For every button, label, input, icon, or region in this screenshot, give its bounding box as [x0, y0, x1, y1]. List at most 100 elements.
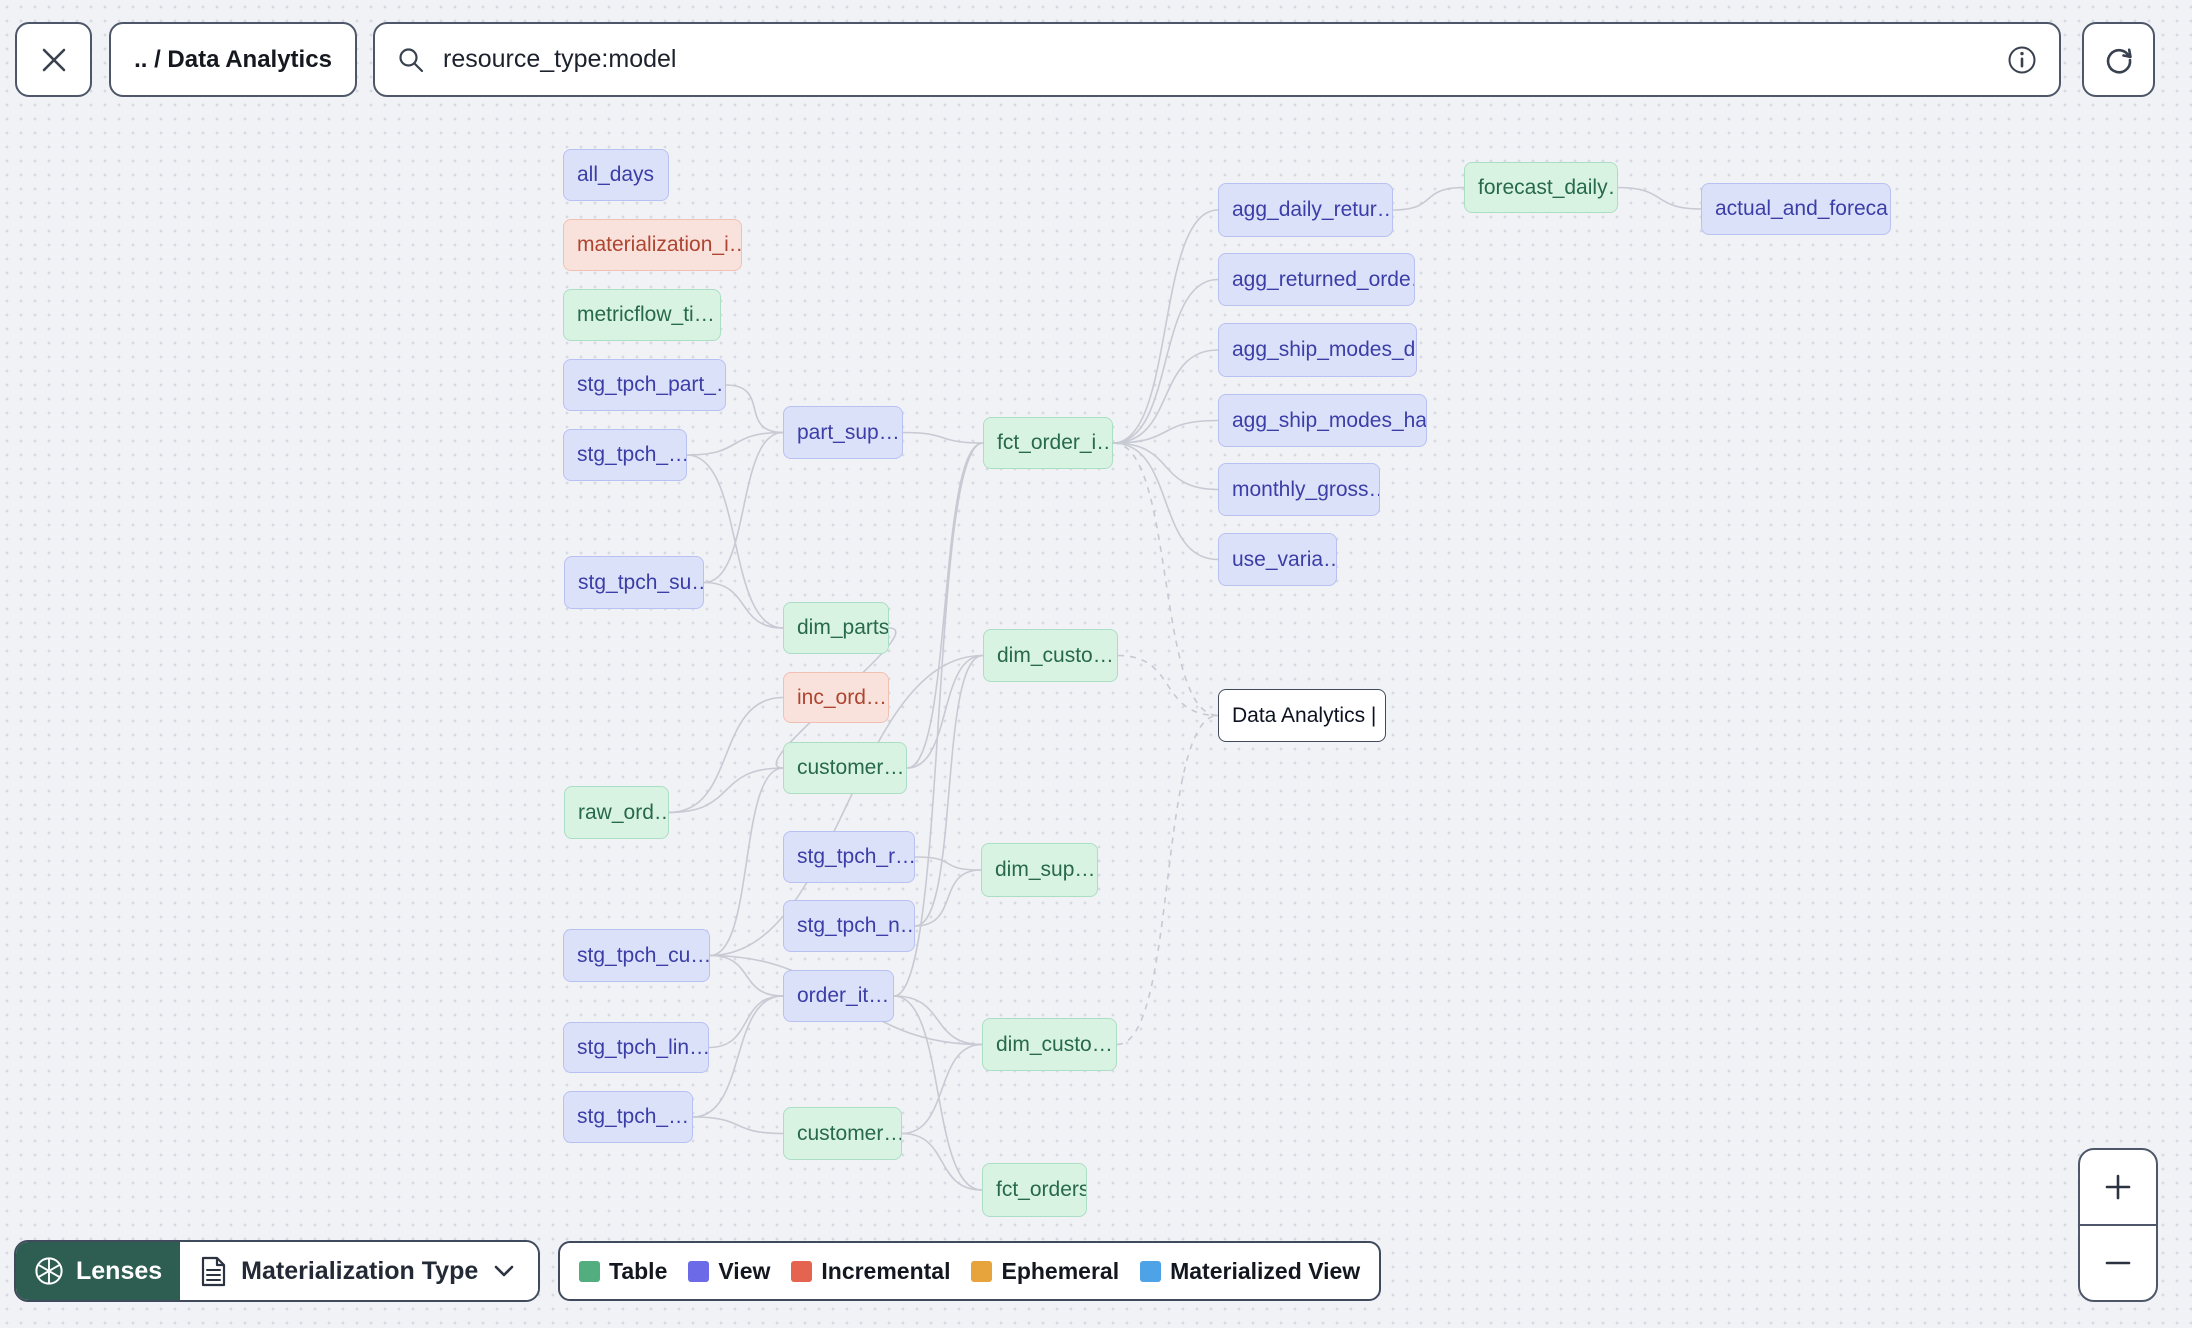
search-bar[interactable]: [373, 22, 2061, 97]
search-icon: [397, 46, 425, 74]
chevron-down-icon: [492, 1263, 516, 1279]
lineage-edge: [668, 696, 784, 814]
graph-node-agg_ship_modes_ha[interactable]: agg_ship_modes_ha…: [1218, 394, 1427, 447]
graph-node-data_analytics[interactable]: Data Analytics | …: [1218, 689, 1386, 742]
graph-node-monthly_gross[interactable]: monthly_gross…: [1218, 463, 1380, 516]
lineage-edge: [709, 767, 784, 957]
zoom-in-button[interactable]: [2080, 1150, 2156, 1224]
graph-node-actual_and_foreca[interactable]: actual_and_foreca…: [1701, 183, 1891, 235]
lineage-edge: [703, 431, 784, 584]
lineage-edge: [914, 654, 984, 927]
materialization-legend: Table View Incremental Ephemeral Materialize…: [558, 1241, 1382, 1301]
lineage-edge: [906, 442, 984, 769]
lineage-edge: [893, 442, 984, 997]
lenses-aperture-icon: [34, 1256, 64, 1286]
lineage-edge: [1112, 349, 1219, 444]
lineage-edge: [914, 869, 982, 927]
lineage-edge: [906, 654, 984, 769]
legend-item: View: [688, 1258, 770, 1285]
legend-swatch-icon: [971, 1260, 993, 1282]
graph-node-agg_returned_orde[interactable]: agg_returned_orde…: [1218, 253, 1415, 306]
graph-node-materialization_i[interactable]: materialization_i…: [563, 219, 742, 271]
graph-node-stg_tpch_r[interactable]: stg_tpch_r…: [783, 831, 915, 883]
lineage-edge: [1617, 186, 1702, 210]
graph-node-dim_parts[interactable]: dim_parts: [783, 602, 889, 654]
graph-node-stg_tpch_su[interactable]: stg_tpch_su…: [564, 556, 704, 609]
graph-node-dim_custo_a[interactable]: dim_custo…: [983, 629, 1118, 682]
legend-swatch-icon: [688, 1260, 710, 1282]
legend-swatch-icon: [579, 1260, 600, 1282]
lineage-edge: [1112, 442, 1219, 491]
lenses-button-label: Lenses: [76, 1256, 163, 1285]
legend-label: Ephemeral: [1001, 1257, 1120, 1284]
legend-item: Incremental: [791, 1258, 950, 1285]
graph-node-order_it[interactable]: order_it…: [783, 970, 894, 1022]
lineage-edge: [1117, 654, 1219, 717]
lineage-edge: [901, 1132, 983, 1191]
lineage-edge: [1116, 714, 1219, 1046]
legend-label: Table: [609, 1257, 668, 1284]
graph-node-stg_tpch_lin[interactable]: stg_tpch_lin…: [563, 1022, 709, 1073]
zoom-out-button[interactable]: [2080, 1224, 2156, 1300]
lineage-edge: [692, 1116, 784, 1135]
graph-node-customer_b[interactable]: customer…: [783, 1107, 902, 1160]
lens-selector[interactable]: Materialization Type: [180, 1242, 539, 1300]
graph-node-agg_daily_retur[interactable]: agg_daily_retur…: [1218, 183, 1393, 237]
legend-item: Materialized View: [1140, 1258, 1360, 1285]
lineage-edge: [1112, 419, 1219, 444]
graph-node-fct_orders[interactable]: fct_orders: [982, 1163, 1087, 1217]
graph-node-agg_ship_modes_d[interactable]: agg_ship_modes_d…: [1218, 323, 1417, 377]
close-icon: [39, 45, 69, 75]
zoom-controls: [2078, 1148, 2158, 1302]
graph-node-all_days[interactable]: all_days: [563, 149, 669, 201]
lenses-button[interactable]: Lenses: [16, 1242, 181, 1300]
graph-node-part_sup[interactable]: part_sup…: [783, 406, 903, 459]
info-icon[interactable]: [2007, 45, 2037, 75]
graph-node-dim_sup[interactable]: dim_sup…: [981, 843, 1098, 897]
lineage-edge: [703, 581, 784, 629]
legend-swatch-icon: [791, 1260, 813, 1282]
graph-node-dim_custo_b[interactable]: dim_custo…: [982, 1018, 1117, 1071]
lineage-edge: [1112, 442, 1219, 717]
refresh-button[interactable]: [2082, 22, 2155, 97]
lineage-edge: [1112, 209, 1219, 444]
breadcrumb[interactable]: .. / Data Analytics: [109, 22, 357, 97]
refresh-icon: [2102, 43, 2136, 77]
graph-node-metricflow_ti[interactable]: metricflow_ti…: [563, 289, 721, 341]
lineage-edge: [893, 995, 983, 1046]
lineage-edge: [1112, 442, 1219, 561]
lens-selector-label: Materialization Type: [241, 1256, 479, 1285]
legend-label: Materialized View: [1170, 1257, 1361, 1284]
legend-label: Incremental: [821, 1257, 951, 1284]
legend-label: View: [718, 1257, 771, 1284]
graph-node-stg_tpch_part[interactable]: stg_tpch_part_…: [563, 359, 726, 411]
lineage-edge: [902, 431, 984, 444]
graph-node-stg_tpch_b[interactable]: stg_tpch_…: [563, 1091, 693, 1143]
graph-node-raw_ord[interactable]: raw_ord…: [564, 786, 669, 839]
graph-node-stg_tpch_a[interactable]: stg_tpch_…: [563, 429, 687, 481]
lineage-edge: [901, 1043, 983, 1135]
graph-node-use_varia[interactable]: use_varia…: [1218, 533, 1337, 586]
breadcrumb-label: .. / Data Analytics: [134, 45, 332, 73]
graph-node-forecast_daily[interactable]: forecast_daily…: [1464, 162, 1618, 213]
lineage-edge: [709, 654, 984, 957]
lineage-edge: [914, 856, 982, 871]
lineage-edge: [709, 954, 784, 997]
search-input[interactable]: [441, 44, 1991, 75]
lenses-group: Lenses Materialization Type: [14, 1240, 541, 1302]
graph-node-stg_tpch_n[interactable]: stg_tpch_n…: [783, 900, 915, 952]
graph-node-customer_a[interactable]: customer…: [783, 742, 907, 794]
lineage-edge: [1112, 278, 1219, 444]
graph-node-fct_order_items[interactable]: fct_order_i…: [983, 417, 1113, 469]
close-button[interactable]: [15, 22, 92, 97]
graph-node-inc_ord[interactable]: inc_ord…: [783, 672, 889, 723]
graph-node-stg_tpch_cu[interactable]: stg_tpch_cu…: [563, 929, 710, 982]
legend-item: Ephemeral: [971, 1258, 1119, 1285]
lineage-edge: [1392, 186, 1465, 211]
plus-icon: [2104, 1173, 2132, 1201]
lineage-edge: [893, 995, 983, 1191]
document-icon: [200, 1256, 227, 1287]
lineage-edge: [686, 431, 784, 456]
